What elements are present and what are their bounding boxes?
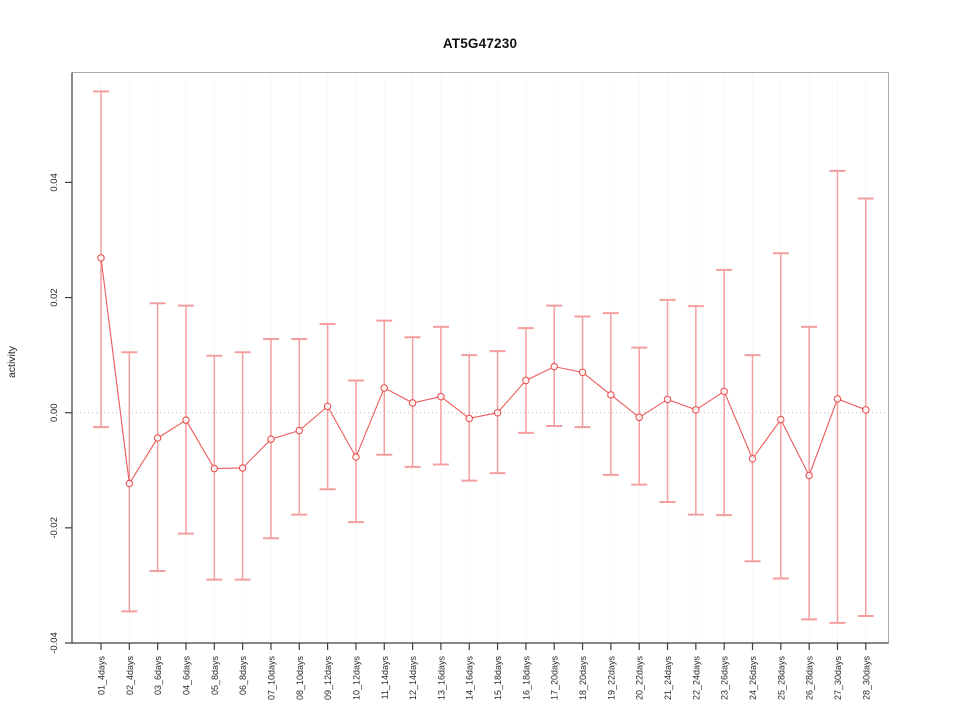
x-tick-label: 20_22days: [635, 656, 645, 701]
data-point: [408, 399, 417, 407]
x-tick-label: 16_18days: [521, 656, 531, 701]
x-tick-label: 15_18days: [493, 656, 503, 701]
x-tick-label: 19_22days: [606, 656, 616, 701]
x-tick-label: 03_6days: [153, 656, 163, 696]
chart-title: AT5G47230: [442, 36, 518, 51]
data-point: [522, 376, 530, 385]
x-tick-label: 09_12days: [323, 656, 333, 701]
x-tick-label: 23_26days: [720, 656, 730, 701]
data-point: [465, 414, 473, 423]
data-point: [805, 471, 813, 480]
x-tick-label: 25_28days: [776, 656, 786, 701]
data-point: [493, 408, 502, 417]
y-tick-label: 0.02: [49, 288, 60, 307]
y-tick-label: 0.00: [49, 403, 60, 422]
x-tick-label: 22_24days: [691, 656, 701, 701]
x-tick-label: 24_26days: [748, 656, 758, 701]
data-point: [153, 434, 162, 442]
data-point: [578, 368, 587, 377]
x-tick-label: 08_10days: [295, 656, 305, 701]
data-point: [295, 426, 304, 435]
data-point: [352, 453, 360, 461]
series-line: [100, 257, 866, 486]
data-point: [777, 415, 785, 424]
y-axis: -0.04 -0.02 0.00 0.02 0.04: [49, 173, 72, 654]
x-tick-label: 01_4days: [97, 656, 107, 696]
gridlines: [100, 72, 867, 643]
x-tick-label: 14_16days: [465, 656, 475, 701]
x-tick-label: 28_30days: [861, 656, 871, 701]
data-point: [182, 416, 190, 424]
y-tick-label: 0.04: [49, 173, 60, 192]
data-point: [437, 392, 445, 401]
x-tick-label: 10_12days: [351, 656, 361, 701]
x-axis: 01_4days 02_4days 03_6days 04_6days 05_8days…: [97, 643, 871, 701]
data-point: [862, 406, 870, 414]
x-tick-label: 21_24days: [663, 656, 673, 701]
x-tick-label: 13_16days: [436, 656, 446, 701]
x-tick-label: 11_14days: [380, 656, 390, 700]
x-tick-label: 04_6days: [181, 656, 191, 696]
x-tick-label: 18_20days: [578, 656, 588, 701]
data-point: [833, 395, 842, 403]
data-point: [323, 402, 332, 411]
x-tick-label: 27_30days: [833, 656, 843, 701]
data-point: [380, 384, 389, 392]
data-point: [125, 479, 134, 488]
data-point: [210, 464, 219, 473]
data-point: [720, 387, 728, 396]
x-tick-label: 07_10days: [266, 656, 276, 701]
x-tick-label: 06_8days: [238, 656, 248, 696]
x-tick-label: 05_8days: [210, 656, 220, 696]
x-tick-label: 26_28days: [805, 656, 815, 701]
data-points: [97, 254, 870, 488]
data-point: [748, 455, 757, 463]
x-tick-label: 12_14days: [408, 656, 418, 701]
x-tick-label: 02_4days: [125, 656, 135, 696]
x-tick-label: 17_20days: [550, 656, 560, 701]
y-tick-label: -0.04: [49, 632, 60, 654]
data-point: [607, 391, 615, 399]
data-point: [267, 435, 275, 443]
data-point: [238, 464, 247, 472]
y-tick-label: -0.02: [49, 517, 60, 539]
data-point: [550, 362, 558, 371]
data-point: [692, 406, 700, 414]
data-point: [97, 254, 105, 262]
error-bars: [93, 90, 874, 624]
data-point: [663, 395, 672, 404]
data-point: [635, 413, 643, 422]
